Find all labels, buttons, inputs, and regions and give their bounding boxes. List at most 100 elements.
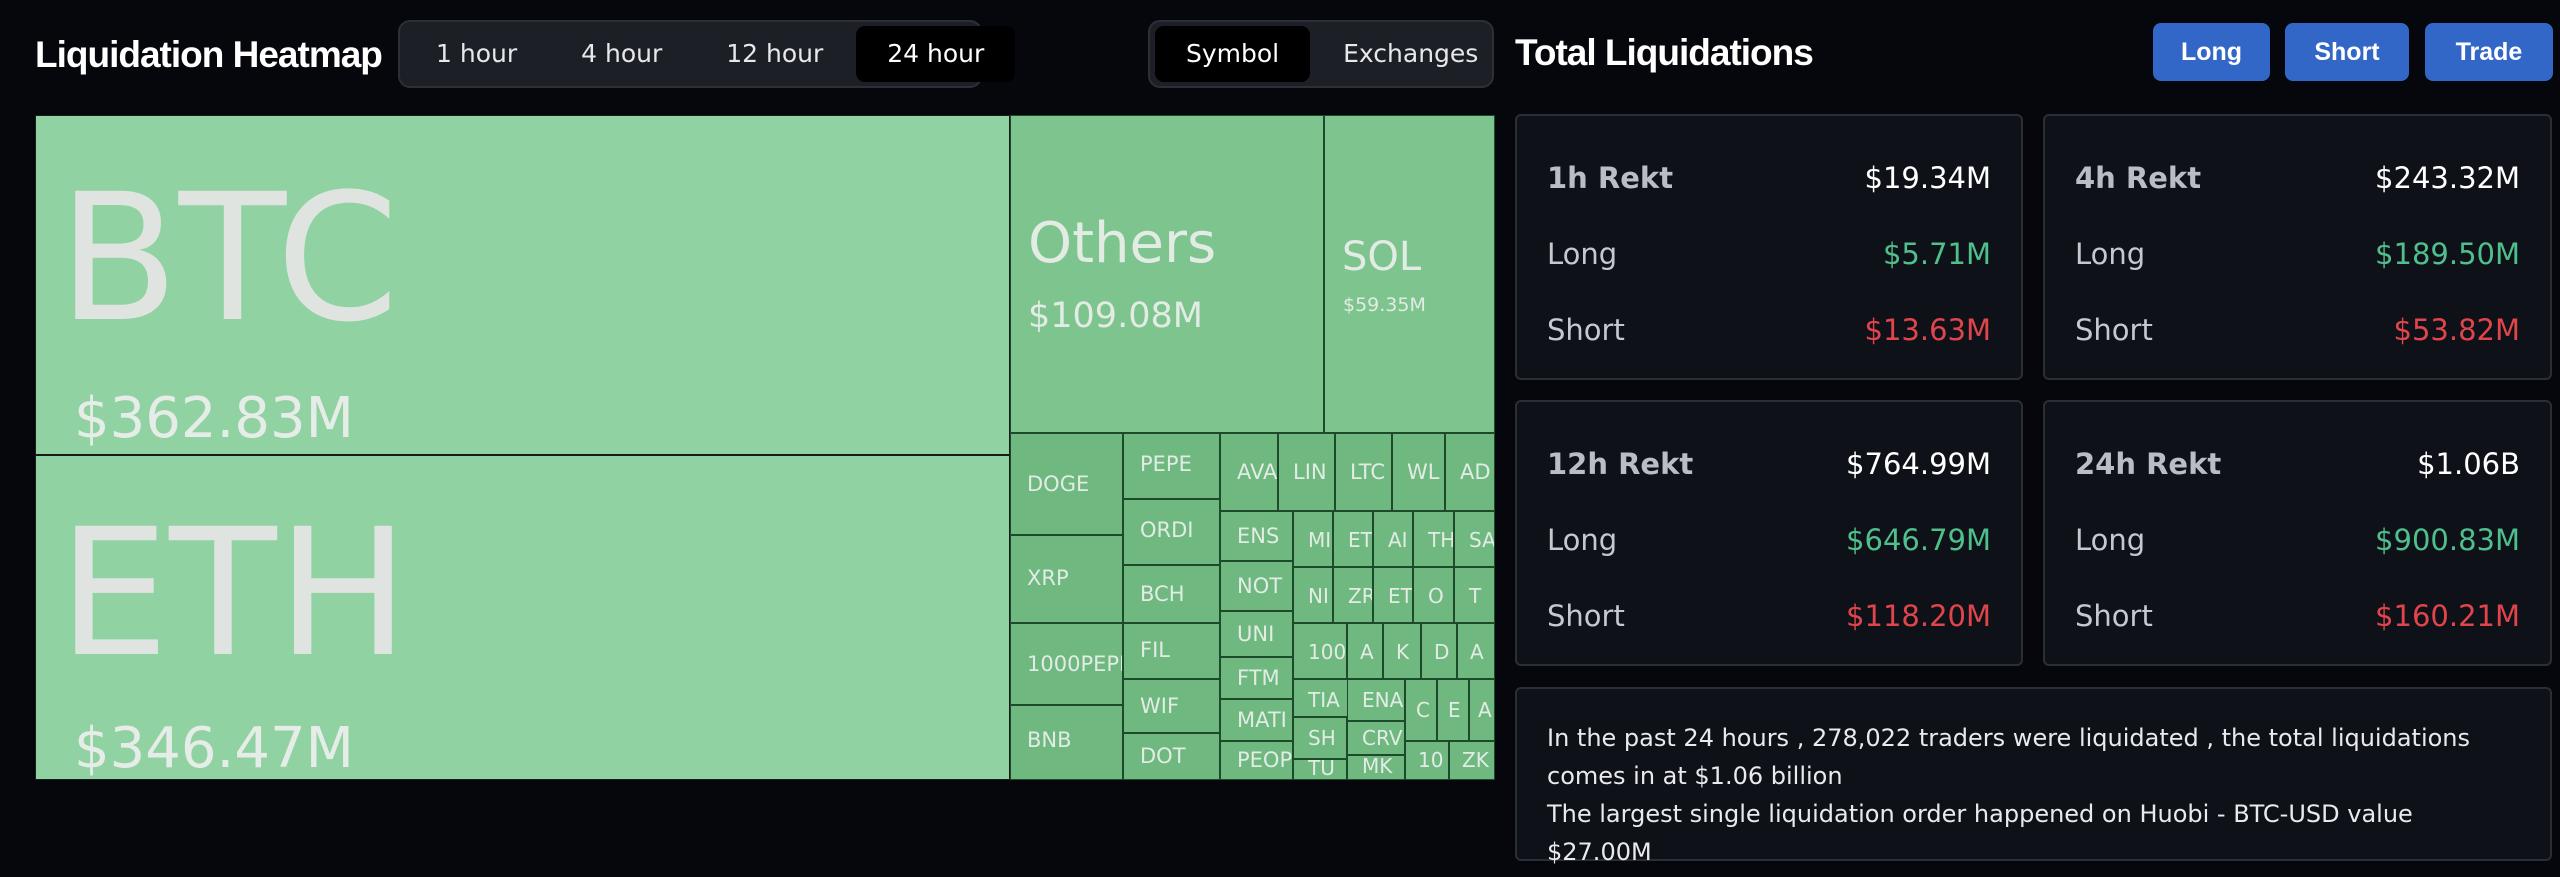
heatmap-cell-ens[interactable]: ENS — [1220, 511, 1293, 561]
heatmap-cell-tu[interactable]: TU — [1293, 759, 1347, 780]
heatmap-cell-a-2[interactable]: A — [1457, 623, 1495, 679]
heatmap-cell-xrp[interactable]: XRP — [1010, 535, 1123, 623]
summary-line-total: In the past 24 hours , 278,022 traders w… — [1547, 724, 2471, 790]
short-value: $160.21M — [2375, 599, 2520, 633]
cell-symbol: ET — [1348, 528, 1373, 552]
short-value: $13.63M — [1864, 313, 1992, 347]
tab-12-hour[interactable]: 12 hour — [726, 39, 824, 68]
heatmap-cell-wif[interactable]: WIF — [1123, 679, 1220, 733]
heatmap-cell-et-2[interactable]: ET — [1373, 567, 1413, 623]
heatmap-cell-100[interactable]: 100 — [1293, 623, 1347, 679]
cell-symbol: A — [1478, 698, 1492, 722]
heatmap-cell-1000pepe[interactable]: 1000PEPE — [1010, 623, 1123, 705]
stat-total: $243.32M — [2375, 161, 2520, 195]
heatmap-cell-et[interactable]: ET — [1333, 511, 1373, 567]
cell-symbol: 100 — [1308, 640, 1347, 664]
heatmap-cell-zr[interactable]: ZR — [1333, 567, 1373, 623]
heatmap-cell-eth[interactable]: ETH $346.47M — [35, 455, 1010, 780]
heatmap-cell-mi[interactable]: MI — [1293, 511, 1333, 567]
heatmap-cell-c[interactable]: C — [1405, 679, 1437, 741]
heatmap-cell-ai[interactable]: AI — [1373, 511, 1413, 567]
heatmap-cell-th[interactable]: TH — [1413, 511, 1454, 567]
long-button[interactable]: Long — [2153, 23, 2270, 81]
tab-24-hour[interactable]: 24 hour — [856, 26, 1016, 82]
stat-total: $1.06B — [2417, 447, 2520, 481]
heatmap-cell-bnb[interactable]: BNB — [1010, 705, 1123, 780]
short-label: Short — [2075, 313, 2153, 347]
cell-symbol: 1000PEPE — [1027, 652, 1123, 676]
cell-symbol: DOGE — [1027, 472, 1090, 496]
stat-card-24h: 24h Rekt $1.06B Long $900.83M Short $160… — [2043, 400, 2552, 666]
heatmap-cell-mati[interactable]: MATI — [1220, 699, 1293, 741]
heatmap-cell-peop[interactable]: PEOP — [1220, 741, 1293, 780]
heatmap-cell-d[interactable]: D — [1421, 623, 1457, 679]
heatmap-cell-k[interactable]: K — [1383, 623, 1421, 679]
short-label: Short — [1547, 599, 1625, 633]
heatmap-cell-ena[interactable]: ENA — [1347, 679, 1405, 721]
heatmap-cell-ordi[interactable]: ORDI — [1123, 499, 1220, 565]
cell-value: $59.35M — [1343, 294, 1426, 316]
heatmap-cell-ava[interactable]: AVA — [1220, 433, 1278, 511]
heatmap-cell-mk[interactable]: MK — [1347, 755, 1405, 780]
heatmap-cell-e[interactable]: E — [1437, 679, 1469, 741]
heatmap-cell-crv[interactable]: CRV — [1347, 721, 1405, 755]
cell-symbol: ENS — [1237, 524, 1280, 548]
heatmap-cell-zk[interactable]: ZK — [1449, 741, 1495, 780]
heatmap-cell-10[interactable]: 10 — [1405, 741, 1449, 780]
page-title: Liquidation Heatmap — [35, 34, 383, 75]
cell-symbol: BCH — [1140, 582, 1185, 606]
cell-symbol: PEOP — [1237, 748, 1293, 772]
heatmap-cell-fil[interactable]: FIL — [1123, 623, 1220, 679]
tab-1-hour[interactable]: 1 hour — [436, 39, 518, 68]
short-button[interactable]: Short — [2285, 23, 2409, 81]
time-range-tabs: 1 hour 4 hour 12 hour 24 hour — [398, 20, 1016, 88]
trade-button[interactable]: Trade — [2425, 23, 2553, 81]
cell-symbol: NOT — [1237, 574, 1283, 598]
heatmap-cell-dot[interactable]: DOT — [1123, 733, 1220, 780]
cell-symbol: ENA — [1362, 688, 1404, 712]
heatmap-cell-ftm[interactable]: FTM — [1220, 657, 1293, 699]
heatmap-cell-pepe[interactable]: PEPE — [1123, 433, 1220, 499]
cell-symbol: ETH — [58, 491, 410, 696]
tab-exchanges[interactable]: Exchanges — [1343, 39, 1479, 68]
cell-symbol: ZR — [1348, 584, 1373, 608]
short-value: $118.20M — [1846, 599, 1991, 633]
liquidation-summary: In the past 24 hours , 278,022 traders w… — [1515, 687, 2552, 866]
liquidation-heatmap: BTC $362.83M ETH $346.47M Others $109.08… — [35, 115, 1495, 780]
cell-symbol: TU — [1308, 759, 1335, 780]
heatmap-cell-o[interactable]: O — [1413, 567, 1454, 623]
tab-4-hour[interactable]: 4 hour — [581, 39, 663, 68]
heatmap-cell-uni[interactable]: UNI — [1220, 611, 1293, 657]
cell-symbol: MK — [1362, 755, 1393, 778]
heatmap-cell-sol[interactable]: SOL $59.35M — [1324, 115, 1495, 433]
heatmap-cell-wl[interactable]: WL — [1392, 433, 1445, 511]
cell-symbol: AVA — [1237, 460, 1278, 484]
heatmap-cell-a-3[interactable]: A — [1469, 679, 1495, 741]
cell-symbol: LIN — [1293, 460, 1327, 484]
heatmap-cell-ni[interactable]: NI — [1293, 567, 1333, 623]
heatmap-cell-not[interactable]: NOT — [1220, 561, 1293, 611]
heatmap-cell-t[interactable]: T — [1454, 567, 1495, 623]
heatmap-cell-ltc[interactable]: LTC — [1335, 433, 1392, 511]
tab-symbol[interactable]: Symbol — [1155, 26, 1311, 82]
stat-title: 24h Rekt — [2075, 447, 2222, 481]
heatmap-cell-ad[interactable]: AD — [1445, 433, 1495, 511]
cell-symbol: ET — [1388, 584, 1413, 608]
cell-symbol: BNB — [1027, 728, 1072, 752]
heatmap-cell-doge[interactable]: DOGE — [1010, 433, 1123, 535]
cell-symbol: K — [1396, 640, 1410, 664]
heatmap-cell-others[interactable]: Others $109.08M — [1010, 115, 1324, 433]
heatmap-cell-lin[interactable]: LIN — [1278, 433, 1335, 511]
heatmap-cell-sa[interactable]: SA — [1454, 511, 1495, 567]
heatmap-cell-a[interactable]: A — [1347, 623, 1383, 679]
cell-symbol: Others — [1028, 211, 1217, 276]
cell-symbol: SA — [1469, 528, 1495, 552]
cell-symbol: MATI — [1237, 708, 1287, 732]
heatmap-cell-bch[interactable]: BCH — [1123, 565, 1220, 623]
cell-symbol: WL — [1407, 460, 1440, 484]
heatmap-cell-sh[interactable]: SH — [1293, 717, 1347, 759]
heatmap-cell-btc[interactable]: BTC $362.83M — [35, 115, 1010, 455]
cell-value: $362.83M — [74, 386, 354, 451]
cell-symbol: FIL — [1140, 638, 1170, 662]
